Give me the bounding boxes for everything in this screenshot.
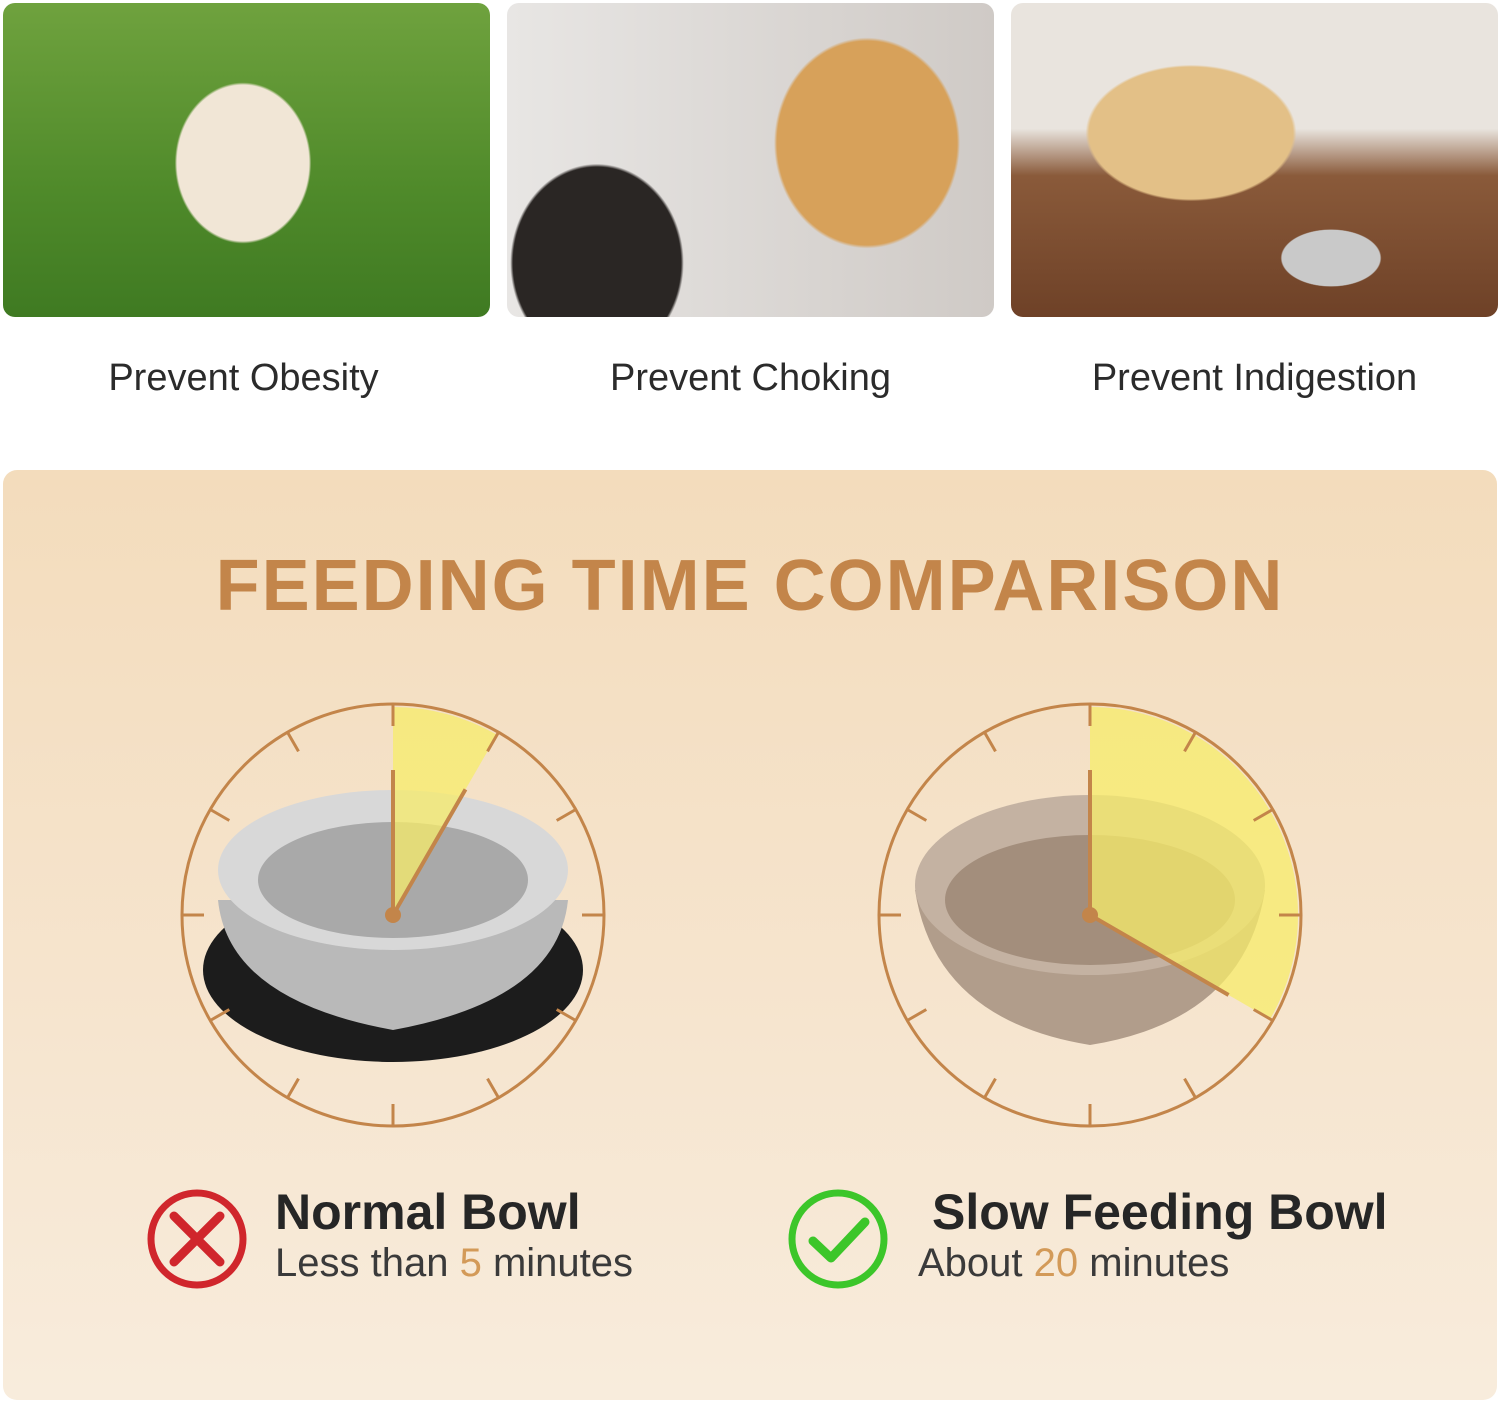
clock-tick [983, 731, 997, 753]
normal-bowl-time: Less than 5 minutes [275, 1241, 633, 1286]
clock-tick [486, 731, 500, 753]
clock-tick [1183, 1077, 1197, 1099]
golden-retriever-mouth-photo [507, 3, 994, 317]
clock-hand-end [1088, 913, 1230, 997]
labrador-with-bowl-photo [1011, 3, 1498, 317]
time-value: 20 [1033, 1241, 1079, 1285]
normal-bowl-name: Normal Bowl [275, 1184, 581, 1240]
time-prefix: About [918, 1241, 1023, 1285]
clock-tick [555, 1008, 577, 1022]
clock-tick [1183, 731, 1197, 753]
clock-tick [286, 731, 300, 753]
time-suffix: minutes [1089, 1241, 1230, 1285]
slow-bowl-label: Slow Feeding Bowl About 20 minutes [918, 1183, 1388, 1286]
clock-hand-end [391, 788, 468, 916]
check-circle-icon [788, 1189, 888, 1289]
time-suffix: minutes [492, 1241, 634, 1285]
clock-tick [983, 1077, 997, 1099]
clock-tick [209, 808, 231, 822]
clock-tick [555, 808, 577, 822]
clock-tick [906, 808, 928, 822]
clock-tick [286, 1077, 300, 1099]
slow-bowl-timer [877, 702, 1303, 1128]
slow-bowl-name: Slow Feeding Bowl [932, 1184, 1388, 1240]
clock-tick [1252, 1008, 1274, 1022]
caption-prevent-choking: Prevent Choking [610, 357, 891, 399]
elapsed-time-sector [1090, 707, 1298, 1019]
comparison-title: FEEDING TIME COMPARISON [215, 546, 1285, 626]
clock-center-dot [1082, 907, 1098, 923]
x-circle-icon [147, 1189, 247, 1289]
slow-bowl-time: About 20 minutes [918, 1241, 1388, 1286]
normal-bowl-timer [180, 702, 606, 1128]
normal-bowl-label: Normal Bowl Less than 5 minutes [275, 1183, 633, 1286]
clock-center-dot [385, 907, 401, 923]
clock-tick [1252, 808, 1274, 822]
caption-prevent-indigestion: Prevent Indigestion [1091, 357, 1418, 399]
clock-tick [209, 1008, 231, 1022]
time-prefix: Less than [275, 1241, 449, 1285]
caption-prevent-obesity: Prevent Obesity [108, 357, 379, 399]
clock-tick [906, 1008, 928, 1022]
pug-on-grass-photo [3, 3, 490, 317]
clock-tick [486, 1077, 500, 1099]
elapsed-time-sector [393, 707, 497, 915]
time-value: 5 [459, 1241, 482, 1285]
